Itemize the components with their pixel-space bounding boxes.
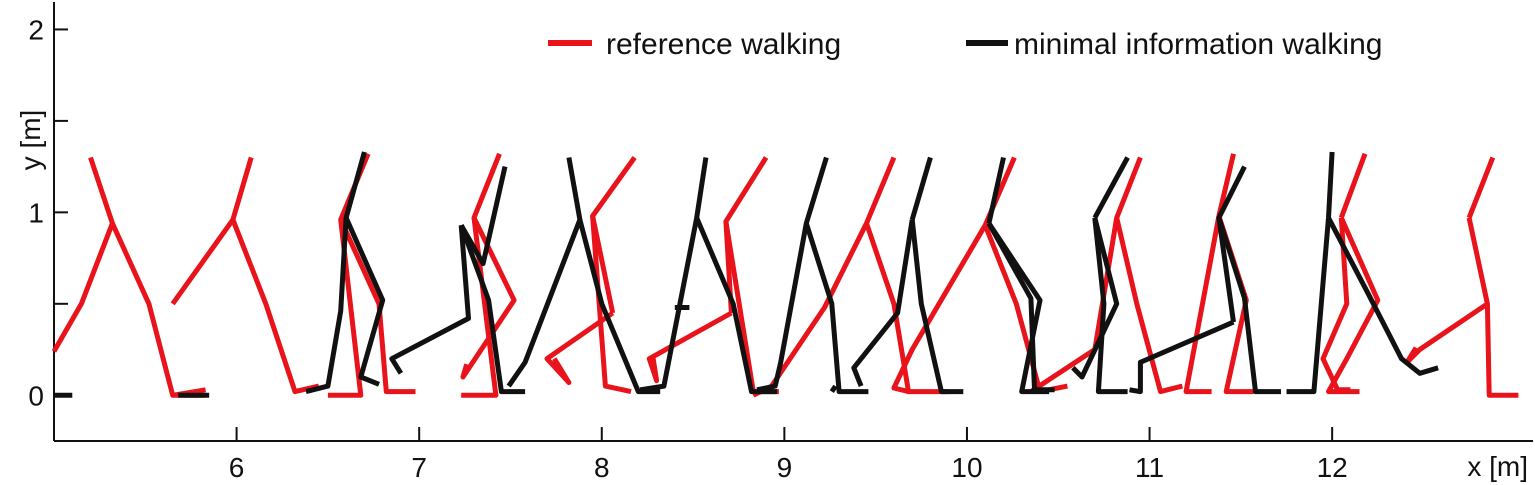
y-tick-label: 0 (28, 380, 44, 411)
stick-figure-segment (1092, 217, 1128, 395)
stick-figure-segment (986, 221, 1050, 395)
stick-figure-segment (338, 218, 416, 395)
stick-figure-segment (756, 156, 829, 393)
legend: reference walking minimal information wa… (548, 28, 1382, 61)
plot-area (53, 2, 1533, 442)
stick-figure-segment (1183, 215, 1222, 395)
stick-figure-segment (986, 222, 1055, 393)
stick-figure-segment (1466, 156, 1496, 219)
stick-figure-segment (172, 387, 207, 398)
x-tick-label: 12 (1317, 452, 1348, 483)
stick-figure-segment (803, 222, 869, 395)
stick-figure-segment (1114, 217, 1184, 395)
series-minimal-information-walking (54, 151, 1439, 398)
stick-figure-segment (343, 216, 386, 387)
x-tick-label: 7 (411, 452, 427, 483)
stick-figure-segment (1216, 153, 1236, 217)
stick-figure-segment (1129, 319, 1235, 395)
stick-figure-segment (460, 216, 517, 380)
stick-figure-segment (1216, 217, 1281, 395)
stick-figure-segment (1338, 152, 1368, 219)
stick-figure-segment (389, 225, 471, 375)
stick-figure-segment (458, 224, 526, 395)
stick-figure-segment (694, 216, 778, 395)
stick-figure-segment (590, 215, 632, 395)
stick-figure-segment (909, 219, 964, 395)
stick-figure-segment (986, 156, 1006, 224)
stick-figure-segment (305, 151, 367, 395)
x-tick-label: 9 (777, 452, 793, 483)
series-reference-walking (51, 152, 1519, 398)
stick-figure-segment (909, 156, 933, 221)
stick-figure-segment (723, 156, 769, 314)
stick-figure-segment (1404, 301, 1489, 365)
x-tick-label: 8 (594, 452, 610, 483)
stick-figure-segment (51, 156, 115, 353)
stick-figure-segment (639, 157, 709, 393)
stick-figure-segment (1326, 216, 1381, 395)
stick-figure-segment (851, 219, 915, 388)
series-layer (51, 151, 1519, 398)
stick-figure-segment (506, 157, 583, 388)
y-axis-label: y [m] (15, 110, 46, 171)
x-axis-label: x [m] (1467, 451, 1528, 482)
stick-figure-segment (1029, 156, 1143, 394)
stick-figure-segment (1466, 217, 1519, 398)
stick-figure-segment (110, 222, 204, 398)
stick-figure-segment (544, 310, 615, 385)
stick-figure-segment (829, 384, 838, 393)
legend-label-reference: reference walking (606, 28, 841, 61)
legend-label-minimal: minimal information walking (1014, 28, 1382, 61)
stick-figure-segment (646, 310, 733, 384)
y-tick-label: 2 (28, 14, 44, 45)
stick-figure-segment (230, 218, 320, 395)
stick-figure-segment (1326, 216, 1439, 376)
stick-figure-segment (891, 223, 988, 395)
stick-figure-segment (461, 152, 502, 398)
x-tick-label: 10 (951, 452, 982, 483)
stick-figure-segment (1286, 151, 1335, 395)
x-tick-label: 6 (229, 452, 245, 483)
x-tick-label: 11 (1135, 452, 1164, 483)
stick-figure-segment (864, 222, 949, 395)
stick-figure-segment (577, 219, 661, 395)
stick-figure-segment (1092, 156, 1130, 219)
stick-figure-segment (1071, 217, 1120, 380)
y-tick-label: 1 (28, 197, 44, 228)
